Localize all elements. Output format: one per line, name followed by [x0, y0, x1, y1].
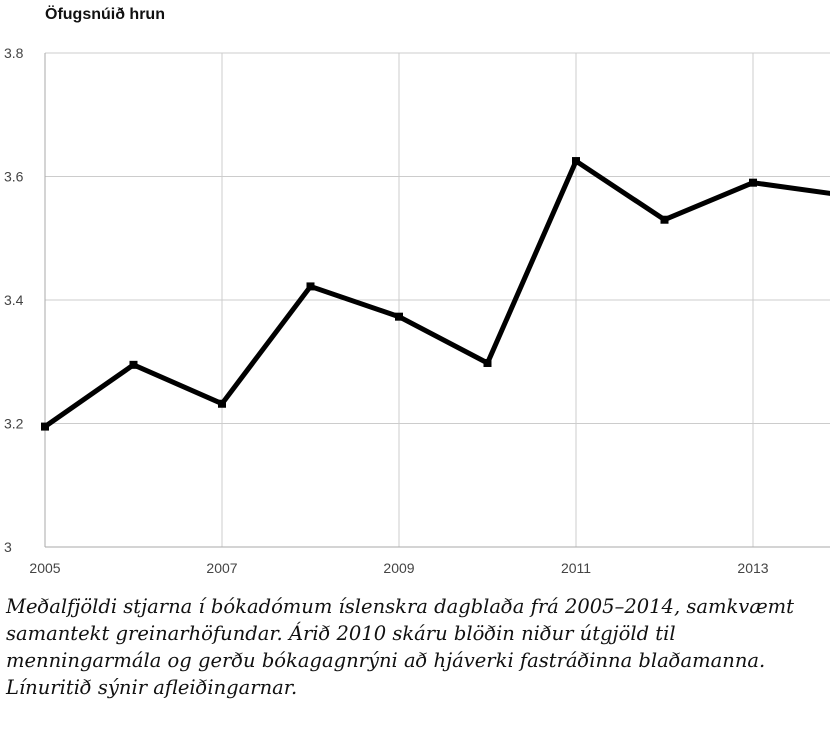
tick-labels: 3 3.2 3.4 3.6 3.8 2005 2007 2009 2011 2013	[4, 45, 769, 576]
data-point	[218, 399, 226, 408]
data-point	[660, 215, 669, 224]
axes	[44, 53, 830, 548]
line-chart: 3 3.2 3.4 3.6 3.8 2005 2007 2009 2011 2013	[4, 45, 830, 576]
x-tick-label: 2011	[561, 560, 591, 576]
y-tick-label: 3.4	[4, 292, 24, 308]
grid-lines	[45, 52, 830, 547]
data-point	[572, 157, 580, 166]
series-layer	[41, 157, 830, 431]
x-tick-label: 2005	[29, 560, 60, 576]
y-tick-label: 3.6	[4, 169, 24, 185]
data-point	[395, 312, 403, 321]
data-point	[41, 422, 49, 431]
y-tick-label: 3.2	[4, 416, 24, 432]
figure-caption: Meðalfjöldi stjarna í bókadómum íslenskr…	[6, 595, 794, 699]
series-line	[43, 157, 830, 429]
data-point	[306, 282, 315, 291]
x-tick-label: 2007	[206, 560, 237, 576]
data-point	[483, 358, 492, 367]
data-point	[749, 178, 757, 187]
y-tick-label: 3	[4, 539, 12, 555]
x-tick-label: 2009	[383, 560, 414, 576]
chart-title: Öfugsnúið hrun	[45, 6, 165, 23]
data-point	[129, 360, 138, 369]
y-tick-label: 3.8	[4, 45, 24, 61]
x-tick-label: 2013	[737, 560, 768, 576]
